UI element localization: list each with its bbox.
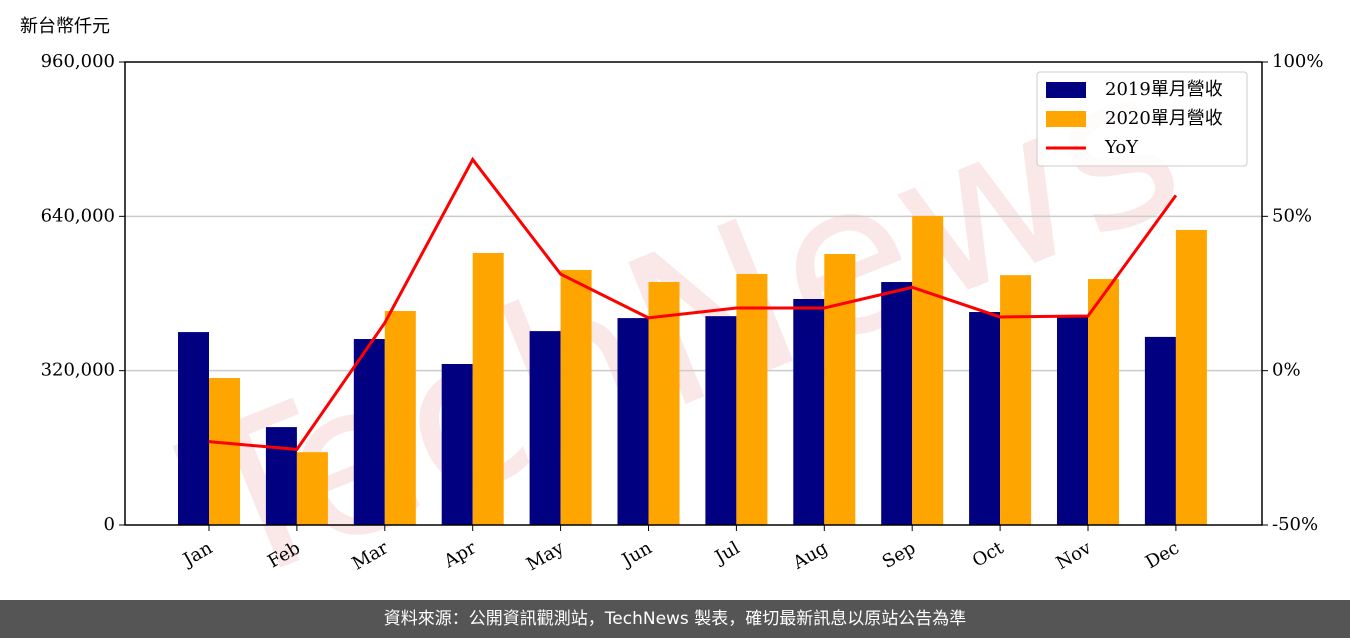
x-tick-label: Nov xyxy=(1053,537,1096,574)
x-tick-label: Jan xyxy=(178,537,216,571)
y2-tick-label: 0% xyxy=(1272,360,1301,381)
bar xyxy=(648,282,680,525)
bar xyxy=(617,318,649,525)
x-tick-label: Jun xyxy=(617,537,656,572)
y-tick-label: 640,000 xyxy=(41,205,115,226)
y-tick-label: 0 xyxy=(104,514,115,535)
legend: 2019單月營收 2020單月營收 YoY xyxy=(1036,71,1248,167)
bar xyxy=(472,252,504,526)
bar xyxy=(1175,229,1207,526)
x-tick-label: Oct xyxy=(969,537,1008,572)
legend-swatch xyxy=(1046,82,1086,98)
bar xyxy=(912,215,944,525)
bar xyxy=(209,377,240,525)
bar xyxy=(441,364,473,525)
bar xyxy=(384,311,416,525)
x-tick-label: Sep xyxy=(879,537,919,572)
y2-tick-label: -50% xyxy=(1272,514,1318,535)
legend-label: 2020單月營收 xyxy=(1105,108,1223,129)
chart: 新台幣仟元 TechNews 0320,000640,000960,000-50… xyxy=(20,16,1323,600)
bar xyxy=(353,339,385,525)
legend-label: YoY xyxy=(1104,137,1139,158)
y2-tick-label: 100% xyxy=(1272,51,1323,72)
x-tick-label: Dec xyxy=(1142,537,1183,573)
y-unit-label: 新台幣仟元 xyxy=(20,16,110,37)
footer: 資料來源：公開資訊觀測站，TechNews 製表，確切最新訊息以原站公告為準 xyxy=(0,600,1350,638)
bar xyxy=(736,274,768,525)
legend-label: 2019單月營收 xyxy=(1105,79,1223,100)
x-tick-label: Jul xyxy=(710,537,744,569)
bar xyxy=(881,282,913,525)
x-tick-label: May xyxy=(523,537,568,575)
bar xyxy=(969,312,1001,525)
bar xyxy=(824,254,856,525)
x-tick-label: Aug xyxy=(789,537,832,574)
bar xyxy=(1057,317,1088,525)
bar xyxy=(265,427,297,525)
y-tick-label: 960,000 xyxy=(41,51,115,72)
bar xyxy=(560,270,592,525)
bar xyxy=(1000,275,1032,525)
bar xyxy=(1144,336,1176,525)
bar xyxy=(705,316,737,525)
bar xyxy=(529,331,561,525)
bar xyxy=(178,332,209,525)
bar xyxy=(296,452,328,525)
bar xyxy=(793,298,825,525)
legend-box xyxy=(1036,71,1248,167)
y-tick-label: 320,000 xyxy=(41,360,115,381)
legend-swatch xyxy=(1046,111,1086,127)
bar xyxy=(1088,279,1119,525)
plot-frame xyxy=(124,61,1263,526)
yoy-line xyxy=(208,156,1178,451)
y2-tick-label: 50% xyxy=(1272,205,1312,226)
